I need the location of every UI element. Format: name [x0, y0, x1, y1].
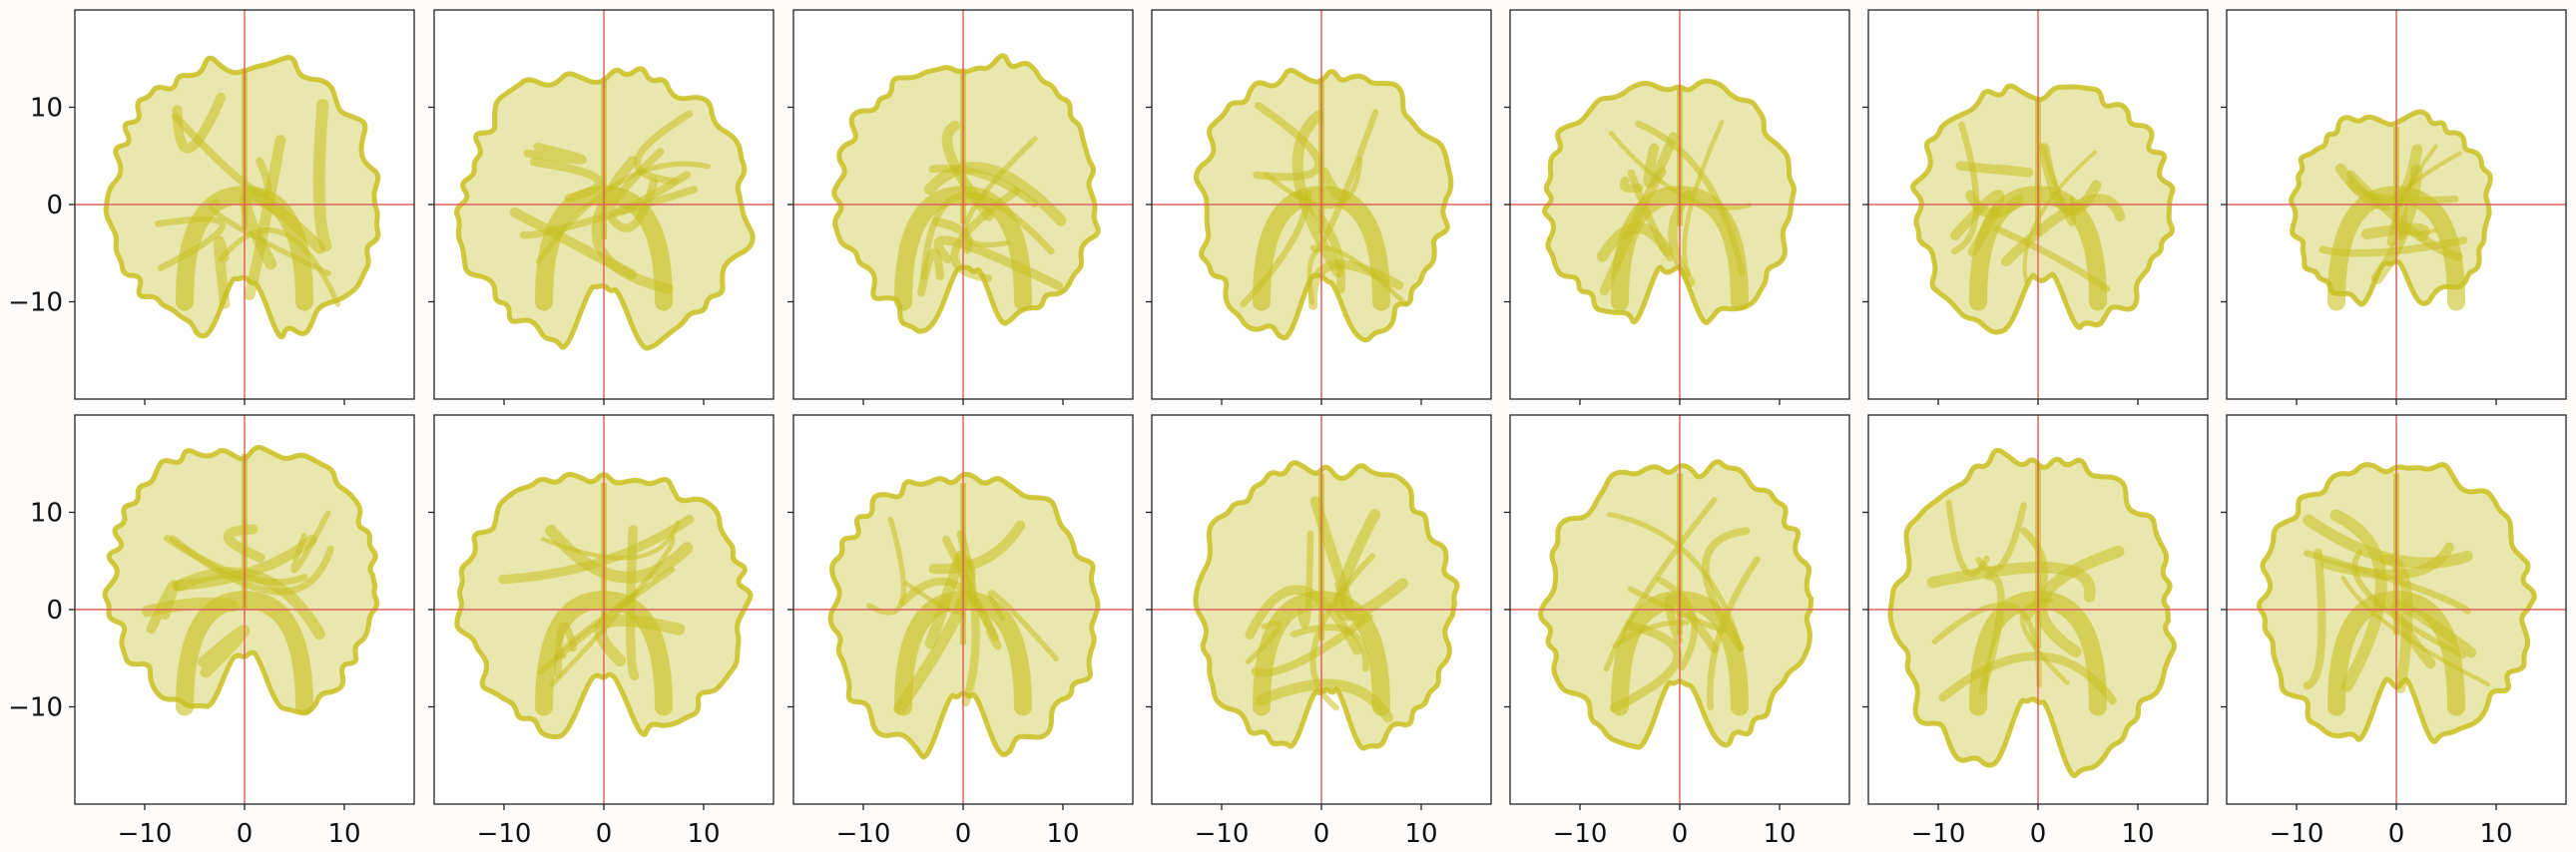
- point-cloud-fold: [1945, 499, 1990, 578]
- point-cloud-fold: [549, 535, 676, 687]
- subplot-r1-c3: −10 0 10: [1146, 414, 1492, 849]
- point-cloud-fold: [1620, 176, 1644, 194]
- subplot-r1-c1: −10 0 10: [428, 414, 774, 849]
- point-cloud-fold: [1264, 156, 1363, 210]
- x-tick-label: 10: [2479, 819, 2512, 849]
- point-cloud-fold: [172, 92, 227, 154]
- point-cloud-fold: [962, 136, 1038, 248]
- point-cloud-fold: [928, 165, 1039, 209]
- x-tick-label: 0: [1672, 819, 1689, 849]
- point-cloud-fold: [312, 99, 332, 252]
- point-cloud-fold: [1296, 530, 1314, 630]
- x-tick-label: 0: [2030, 819, 2047, 849]
- x-tick-label: −10: [836, 819, 891, 849]
- point-cloud-fold: [519, 186, 699, 239]
- x-tick-label: −10: [1911, 819, 1966, 849]
- x-tick-label: 10: [687, 819, 720, 849]
- point-cloud-fold: [1309, 553, 1375, 711]
- x-tick-label: −10: [118, 819, 173, 849]
- point-cloud-fold: [2303, 548, 2326, 690]
- subplot-r0-c1: [428, 9, 774, 405]
- point-cloud-fold: [607, 177, 659, 232]
- x-tick-label: 0: [596, 819, 613, 849]
- x-tick-label: 10: [2121, 819, 2154, 849]
- y-tick-label: −10: [8, 288, 63, 318]
- point-cloud-fold: [1253, 102, 1322, 182]
- subplot-r1-c0: −10 0 10 −10 0 10: [8, 414, 415, 849]
- x-tick-label: −10: [1553, 819, 1608, 849]
- point-cloud-fold: [1609, 621, 1683, 713]
- point-cloud-fold: [290, 510, 331, 574]
- y-tick-label: 0: [46, 596, 63, 626]
- subplot-r1-c5: −10 0 10: [1862, 414, 2209, 849]
- y-tick-label: 10: [30, 94, 63, 124]
- x-tick-label: −10: [1195, 819, 1250, 849]
- x-tick-label: 0: [1313, 819, 1330, 849]
- point-cloud-fold: [2360, 222, 2430, 241]
- subplot-r0-c6: [2221, 9, 2567, 405]
- subplot-r0-c2: [787, 9, 1134, 405]
- point-cloud-fold: [626, 525, 640, 681]
- y-tick-label: −10: [8, 693, 63, 723]
- subplot-r0-c3: [1146, 9, 1492, 405]
- point-cloud-fold: [214, 235, 231, 309]
- x-tick-label: 0: [2388, 819, 2405, 849]
- point-cloud-fold: [591, 156, 674, 294]
- point-cloud-fold: [1643, 132, 1679, 189]
- x-tick-label: 0: [237, 819, 254, 849]
- point-cloud-fold: [218, 226, 341, 307]
- subplot-r0-c0: −10 0 10: [8, 9, 415, 405]
- point-cloud-fold: [1682, 119, 1725, 277]
- subplot-r1-c4: −10 0 10: [1504, 414, 1850, 849]
- point-cloud-fold: [1603, 497, 1718, 672]
- point-cloud-fold: [523, 143, 587, 165]
- point-cloud-fold: [545, 524, 694, 584]
- x-tick-label: 10: [327, 819, 360, 849]
- x-tick-label: 10: [1404, 819, 1437, 849]
- point-cloud-fold: [928, 520, 1026, 575]
- point-cloud-fold: [2379, 554, 2413, 693]
- subplot-r0-c4: [1504, 9, 1850, 405]
- subplot-r0-c5: [1862, 9, 2209, 405]
- subplot-r1-c2: −10 0 10: [787, 414, 1134, 849]
- point-cloud-fold: [1955, 161, 2034, 178]
- x-tick-label: 0: [955, 819, 972, 849]
- y-tick-label: 10: [30, 499, 63, 529]
- x-tick-label: 10: [1763, 819, 1796, 849]
- x-tick-label: −10: [477, 819, 532, 849]
- subplot-r1-c6: −10 0 10: [2221, 414, 2567, 849]
- point-cloud-fold: [2304, 550, 2471, 615]
- y-tick-label: 0: [46, 191, 63, 220]
- point-cloud-fold: [923, 162, 1067, 226]
- x-tick-label: 10: [1046, 819, 1079, 849]
- x-tick-label: −10: [2270, 819, 2324, 849]
